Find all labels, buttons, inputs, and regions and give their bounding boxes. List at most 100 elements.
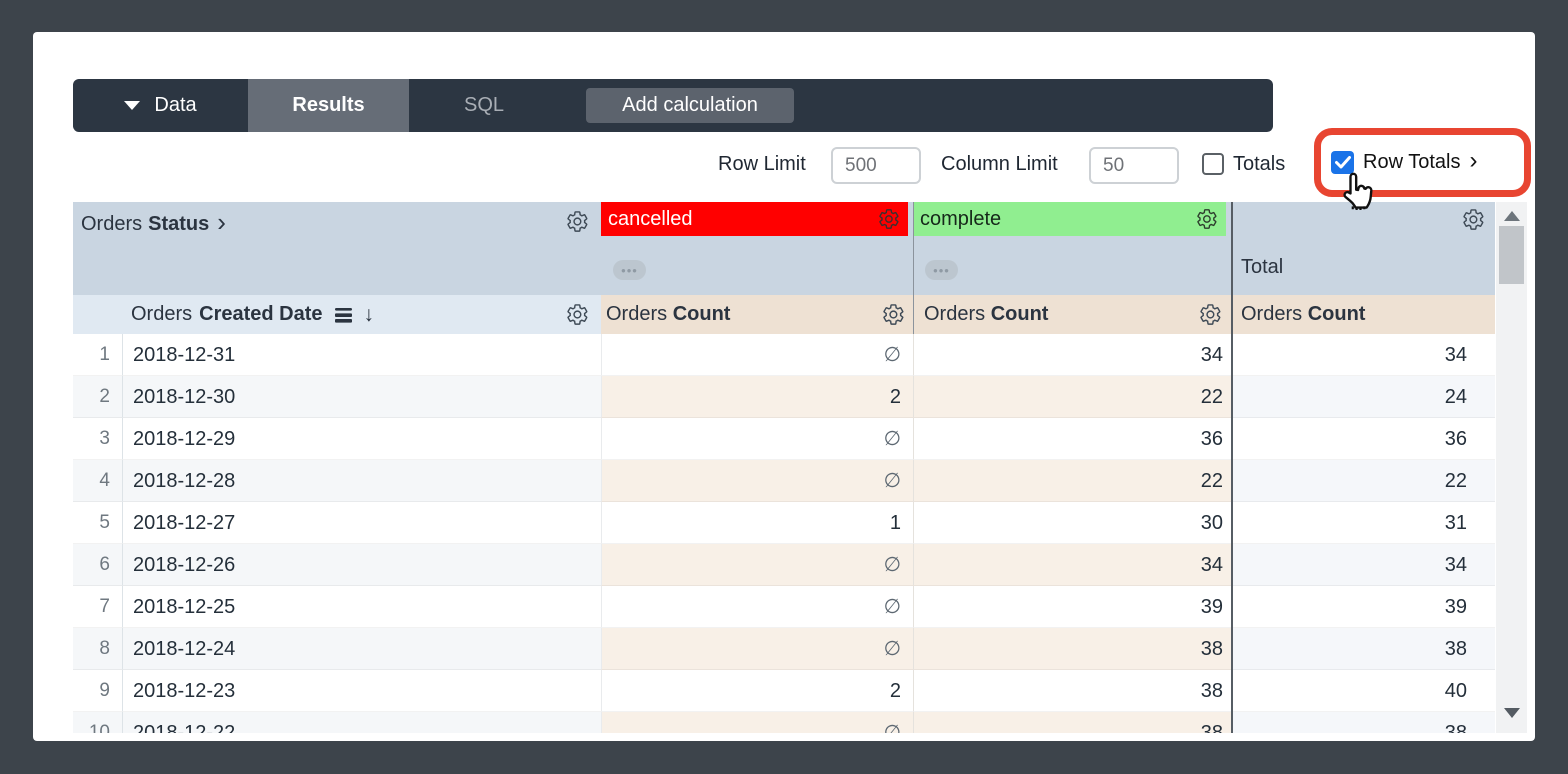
table-row: 9 2018-12-23 2 38 40: [73, 670, 1495, 712]
row-index-cell: 7: [73, 586, 123, 628]
complete-count-cell[interactable]: 34: [913, 544, 1231, 586]
scroll-up-arrow-icon[interactable]: [1504, 211, 1520, 221]
cancelled-count-cell[interactable]: ∅: [601, 586, 913, 628]
tab-data-label: Data: [154, 94, 197, 116]
tab-data[interactable]: Data: [73, 79, 248, 132]
row-limit-input[interactable]: [831, 147, 921, 184]
gear-icon[interactable]: [566, 210, 589, 233]
row-totals-chevron-icon[interactable]: ›: [1469, 147, 1478, 174]
chevron-right-icon: ›: [217, 207, 226, 237]
cancelled-count-cell[interactable]: ∅: [601, 418, 913, 460]
row-index-cell: 1: [73, 334, 123, 376]
column-limit-input[interactable]: [1089, 147, 1179, 184]
tab-results[interactable]: Results: [248, 79, 409, 132]
date-cell[interactable]: 2018-12-24: [123, 628, 601, 670]
cancelled-count-cell[interactable]: 2: [601, 670, 913, 712]
pivot-value-cancelled[interactable]: cancelled: [601, 202, 908, 236]
complete-count-cell[interactable]: 34: [913, 334, 1231, 376]
total-label: Total: [1241, 256, 1284, 278]
table-row: 10 2018-12-22 ∅ 38 38: [73, 712, 1495, 733]
complete-count-cell[interactable]: 22: [913, 460, 1231, 502]
orders-status-prefix: Orders: [81, 213, 143, 235]
date-cell[interactable]: 2018-12-28: [123, 460, 601, 502]
tab-results-label: Results: [292, 94, 365, 116]
row-index-cell: 8: [73, 628, 123, 670]
totals-checkbox[interactable]: [1202, 153, 1224, 175]
add-calculation-button[interactable]: Add calculation: [586, 88, 794, 123]
pivot-value-complete[interactable]: complete: [913, 202, 1226, 236]
total-count-cell[interactable]: 39: [1231, 586, 1495, 628]
orders-status-header[interactable]: Orders Status ›: [81, 207, 601, 238]
field-header-band: Orders Created Date ↓ Orders Count: [73, 295, 1495, 334]
orders-count-prefix: Orders: [1241, 303, 1303, 325]
orders-created-date-header[interactable]: Orders Created Date ↓: [73, 295, 601, 334]
pivot-cancelled-label: cancelled: [608, 207, 693, 230]
total-count-cell[interactable]: 40: [1231, 670, 1495, 712]
date-cell[interactable]: 2018-12-25: [123, 586, 601, 628]
gear-icon[interactable]: [1462, 208, 1485, 231]
row-totals-checkbox[interactable]: [1331, 151, 1354, 174]
pivot-menu-dots-icon[interactable]: •••: [925, 260, 958, 280]
total-count-cell[interactable]: 36: [1231, 418, 1495, 460]
cancelled-count-cell[interactable]: ∅: [601, 712, 913, 733]
created-date-prefix: Orders: [131, 303, 193, 325]
orders-count-header-total[interactable]: Orders Count: [1231, 295, 1495, 334]
row-index-cell: 4: [73, 460, 123, 502]
cancelled-count-cell[interactable]: ∅: [601, 544, 913, 586]
date-cell[interactable]: 2018-12-29: [123, 418, 601, 460]
sort-desc-arrow-icon: ↓: [363, 302, 375, 326]
complete-count-cell[interactable]: 22: [913, 376, 1231, 418]
complete-count-cell[interactable]: 39: [913, 586, 1231, 628]
date-cell[interactable]: 2018-12-22: [123, 712, 601, 733]
orders-count-header-complete[interactable]: Orders Count: [913, 295, 1231, 334]
scrollbar-thumb[interactable]: [1499, 226, 1524, 284]
gear-icon[interactable]: [1199, 303, 1222, 326]
table-row: 1 2018-12-31 ∅ 34 34: [73, 334, 1495, 376]
row-index-cell: 6: [73, 544, 123, 586]
tab-sql[interactable]: SQL: [409, 79, 559, 132]
row-index-cell: 5: [73, 502, 123, 544]
orders-count-prefix: Orders: [606, 303, 668, 325]
cancelled-count-cell[interactable]: 1: [601, 502, 913, 544]
vertical-scrollbar[interactable]: [1496, 202, 1527, 733]
cancelled-count-cell[interactable]: 2: [601, 376, 913, 418]
total-count-cell[interactable]: 31: [1231, 502, 1495, 544]
column-limit-label: Column Limit: [941, 153, 1058, 175]
total-count-cell[interactable]: 38: [1231, 712, 1495, 733]
gear-icon[interactable]: [878, 208, 900, 230]
pivot-header-band: Orders Status › cancelled •••: [73, 202, 1495, 295]
total-count-cell[interactable]: 38: [1231, 628, 1495, 670]
orders-count-header-cancelled[interactable]: Orders Count: [601, 295, 913, 334]
pivot-menu-dots-icon[interactable]: •••: [613, 260, 646, 280]
total-count-cell[interactable]: 24: [1231, 376, 1495, 418]
complete-count-cell[interactable]: 38: [913, 670, 1231, 712]
gear-icon[interactable]: [566, 303, 589, 326]
pivot-column-complete: complete •••: [913, 202, 1231, 295]
total-count-cell[interactable]: 34: [1231, 334, 1495, 376]
cancelled-count-cell[interactable]: ∅: [601, 628, 913, 670]
gear-icon[interactable]: [1196, 208, 1218, 230]
gear-icon[interactable]: [882, 303, 905, 326]
scroll-down-arrow-icon[interactable]: [1504, 708, 1520, 718]
orders-count-name: Count: [990, 303, 1049, 325]
date-cell[interactable]: 2018-12-30: [123, 376, 601, 418]
results-table: Orders Status › cancelled •••: [73, 202, 1495, 733]
complete-count-cell[interactable]: 38: [913, 628, 1231, 670]
complete-count-cell[interactable]: 30: [913, 502, 1231, 544]
orders-count-name: Count: [672, 303, 731, 325]
date-cell[interactable]: 2018-12-31: [123, 334, 601, 376]
date-cell[interactable]: 2018-12-23: [123, 670, 601, 712]
date-cell[interactable]: 2018-12-26: [123, 544, 601, 586]
complete-count-cell[interactable]: 36: [913, 418, 1231, 460]
orders-count-prefix: Orders: [924, 303, 986, 325]
total-count-cell[interactable]: 34: [1231, 544, 1495, 586]
total-count-cell[interactable]: 22: [1231, 460, 1495, 502]
date-cell[interactable]: 2018-12-27: [123, 502, 601, 544]
table-row: 4 2018-12-28 ∅ 22 22: [73, 460, 1495, 502]
table-row: 5 2018-12-27 1 30 31: [73, 502, 1495, 544]
cancelled-count-cell[interactable]: ∅: [601, 334, 913, 376]
pivot-column-cancelled: cancelled •••: [601, 202, 913, 295]
orders-count-name: Count: [1307, 303, 1366, 325]
cancelled-count-cell[interactable]: ∅: [601, 460, 913, 502]
complete-count-cell[interactable]: 38: [913, 712, 1231, 733]
